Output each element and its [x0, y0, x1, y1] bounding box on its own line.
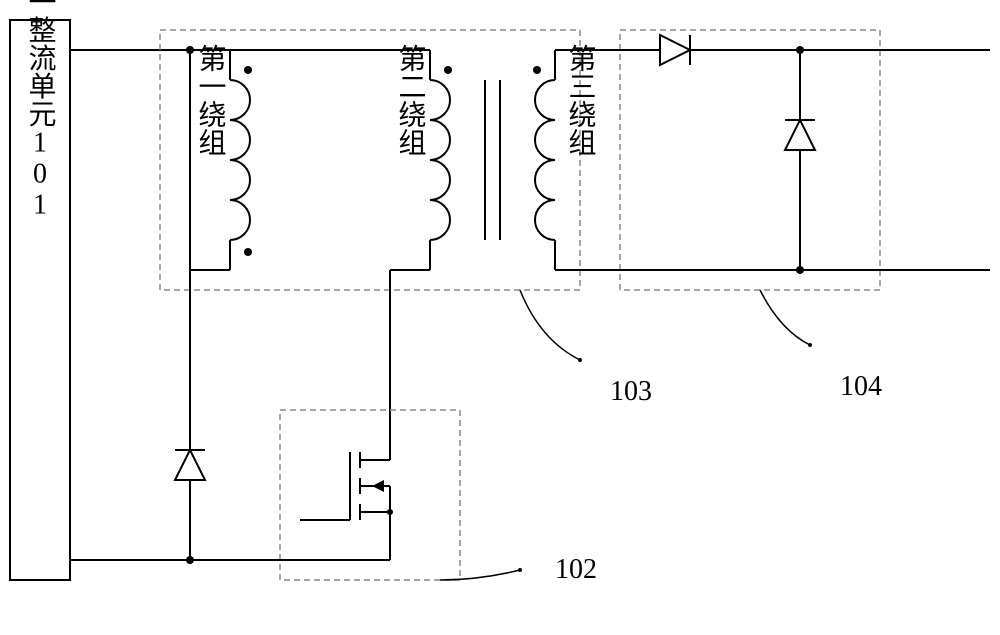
- leader-103: [520, 290, 580, 360]
- diode-demag: [175, 430, 205, 560]
- ref-103: 103: [610, 376, 652, 407]
- diode-series: [660, 35, 690, 65]
- circuit-diagram: 第一整流单元101 第一绕组 第二绕组: [0, 0, 1000, 635]
- mosfet: [300, 440, 393, 560]
- winding-3-dot: [533, 66, 541, 74]
- winding-1-dot-bottom: [244, 248, 252, 256]
- winding-3-label: 第三绕组: [565, 44, 597, 156]
- ref-102: 102: [555, 554, 597, 585]
- switch-box: [280, 410, 460, 580]
- rectifier-label: 第一整流单元101: [25, 0, 56, 221]
- output-box: [620, 30, 880, 290]
- diode-freewheel: [785, 120, 815, 150]
- winding-3: 第三绕组: [533, 44, 597, 270]
- leader-104: [760, 290, 810, 345]
- winding-1-label: 第一绕组: [195, 44, 227, 156]
- winding-2-dot: [444, 66, 452, 74]
- winding-1-dot: [244, 66, 252, 74]
- winding-1: 第一绕组: [190, 44, 252, 270]
- winding-2-label: 第二绕组: [395, 44, 427, 156]
- ref-104: 104: [840, 371, 882, 402]
- leader-102: [440, 570, 520, 580]
